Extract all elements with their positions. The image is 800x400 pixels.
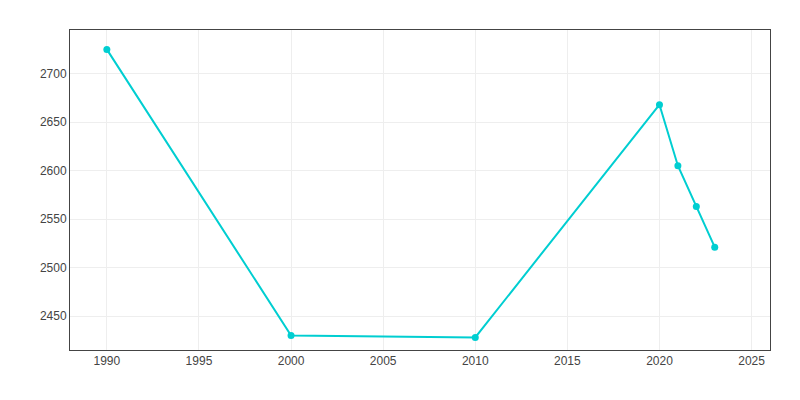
svg-text:2020: 2020 <box>646 354 673 368</box>
svg-text:2500: 2500 <box>40 261 67 275</box>
svg-text:1990: 1990 <box>93 354 120 368</box>
svg-text:2600: 2600 <box>40 164 67 178</box>
svg-text:1995: 1995 <box>186 354 213 368</box>
svg-text:2550: 2550 <box>40 212 67 226</box>
svg-text:2700: 2700 <box>40 67 67 81</box>
svg-text:2025: 2025 <box>738 354 765 368</box>
svg-text:2015: 2015 <box>554 354 581 368</box>
svg-text:2450: 2450 <box>40 309 67 323</box>
svg-text:2650: 2650 <box>40 115 67 129</box>
svg-text:2000: 2000 <box>278 354 305 368</box>
svg-text:2010: 2010 <box>462 354 489 368</box>
svg-text:2005: 2005 <box>370 354 397 368</box>
